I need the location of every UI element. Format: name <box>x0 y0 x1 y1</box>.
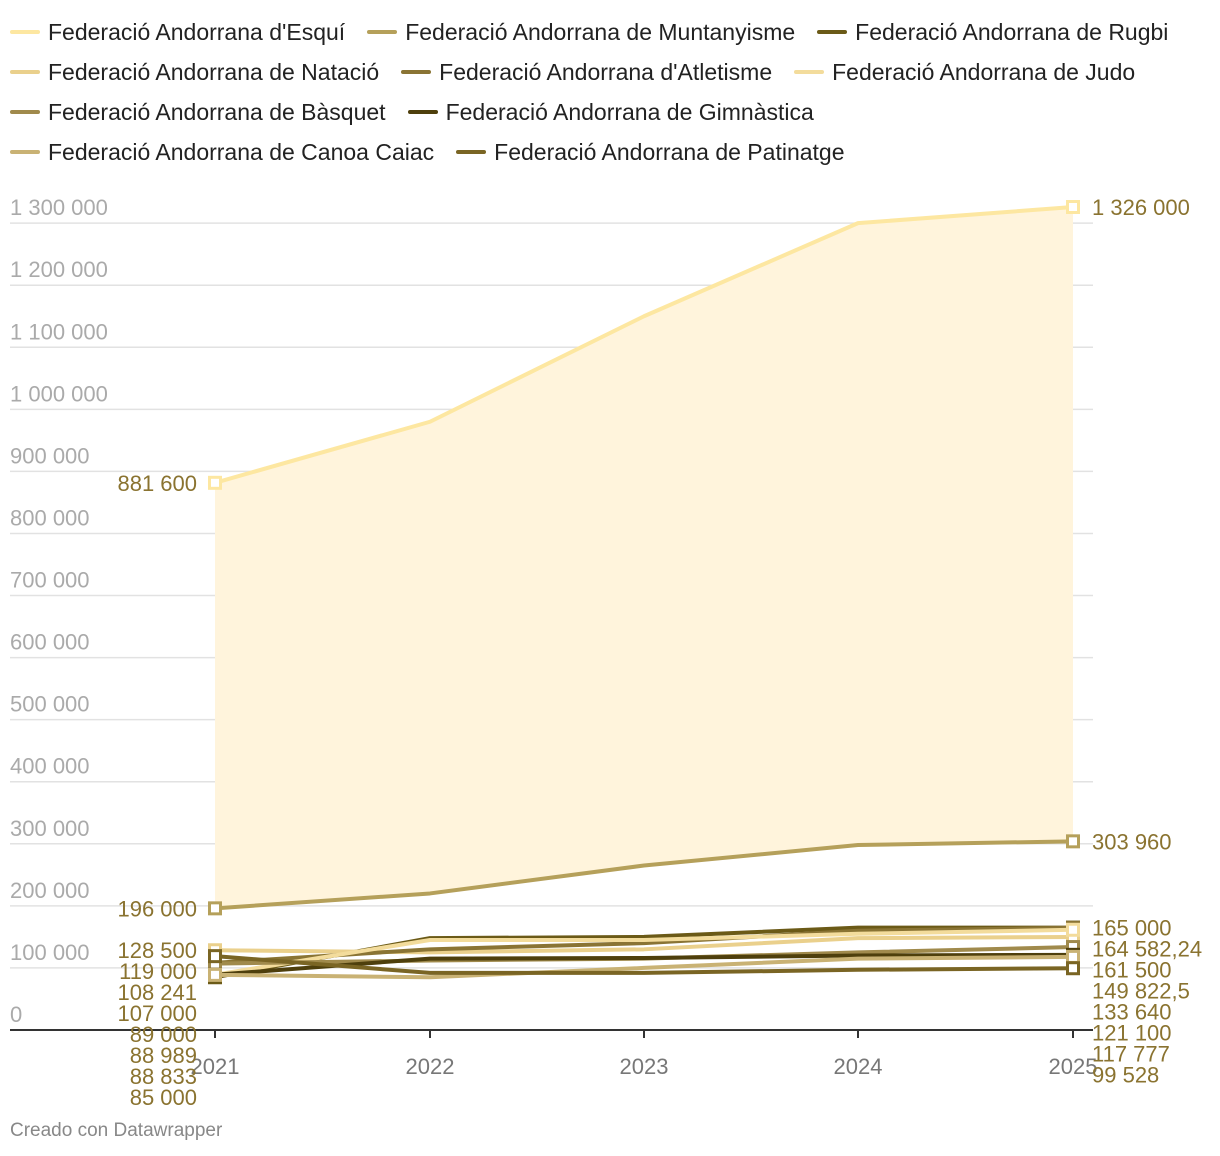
series-line <box>213 927 1075 977</box>
end-value-label: 161 500 <box>1092 958 1172 983</box>
y-tick-label: 100 000 <box>10 940 90 965</box>
y-tick-label: 300 000 <box>10 816 90 841</box>
legend-swatch <box>10 69 40 74</box>
legend-swatch <box>407 109 438 114</box>
series-line <box>213 954 1075 975</box>
start-value-label: 88 833 <box>130 1064 197 1089</box>
credit-footer: Creado con Datawrapper <box>10 1120 223 1141</box>
start-value-label: 196 000 <box>117 896 197 921</box>
series-line <box>213 205 1075 485</box>
legend-label: Federació Andorrana de Judo <box>832 59 1136 85</box>
legend-item: Federació Andorrana de Canoa Caiac <box>10 132 434 172</box>
data-point <box>208 949 222 964</box>
legend-item: Federació Andorrana de Patinatge <box>456 132 845 172</box>
end-value-label: 303 960 <box>1092 829 1172 854</box>
data-point <box>1066 200 1080 214</box>
data-point <box>208 475 222 490</box>
legend-label: Federació Andorrana de Bàsquet <box>48 99 386 125</box>
legend-item: Federació Andorrana de Bàsquet <box>10 92 386 132</box>
y-tick-label: 700 000 <box>10 568 90 593</box>
start-value-label: 107 000 <box>117 1001 197 1026</box>
legend-swatch <box>401 69 432 74</box>
legend-label: Federació Andorrana de Gimnàstica <box>445 99 814 125</box>
legend-item: Federació Andorrana d'Esquí <box>10 12 345 52</box>
start-value-label: 85 000 <box>130 1085 197 1110</box>
legend-swatch <box>367 29 398 34</box>
legend-label: Federació Andorrana de Rugbi <box>855 19 1169 45</box>
end-value-label: 164 582,24 <box>1092 937 1202 962</box>
legend-swatch <box>10 149 40 154</box>
start-value-label: 119 000 <box>119 959 197 984</box>
legend-swatch <box>10 109 40 114</box>
y-tick-label: 200 000 <box>10 878 90 903</box>
legend-item: Federació Andorrana de Natació <box>10 52 379 92</box>
y-tick-label: 0 <box>10 1002 22 1027</box>
data-point <box>1066 834 1080 849</box>
legend-swatch <box>10 29 40 34</box>
chart-legend: Federació Andorrana d'Esquí Federació And… <box>10 12 1205 172</box>
legend-swatch <box>456 149 487 154</box>
y-tick-label: 400 000 <box>10 754 90 779</box>
shaded-area <box>215 207 1073 909</box>
series-line <box>213 925 1075 965</box>
x-tick-label: 2022 <box>406 1054 455 1079</box>
legend-item: Federació Andorrana de Gimnàstica <box>407 92 814 132</box>
y-tick-label: 900 000 <box>10 443 90 468</box>
end-value-label: 149 822,5 <box>1092 979 1190 1004</box>
y-tick-label: 1 000 000 <box>10 381 108 406</box>
legend-item: Federació Andorrana de Rugbi <box>817 12 1168 52</box>
y-tick-label: 1 100 000 <box>10 319 108 344</box>
start-value-label: 89 000 <box>130 1022 197 1047</box>
x-tick-label: 2024 <box>834 1054 883 1079</box>
y-tick-label: 1 300 000 <box>10 195 108 220</box>
data-point <box>208 901 222 916</box>
legend-item: Federació Andorrana d'Atletisme <box>401 52 772 92</box>
y-tick-label: 600 000 <box>10 630 90 655</box>
series-line <box>213 954 1075 980</box>
x-tick-label: 2025 <box>1049 1054 1098 1079</box>
data-point <box>1066 961 1080 976</box>
legend-item: Federació Andorrana de Muntanyisme <box>367 12 795 52</box>
start-value-label: 88 989 <box>130 1043 197 1068</box>
x-tick-label: 2021 <box>191 1054 240 1079</box>
legend-swatch <box>817 29 848 34</box>
y-tick-label: 800 000 <box>10 505 90 530</box>
x-tick-label: 2023 <box>620 1054 669 1079</box>
legend-item: Federació Andorrana de Judo <box>794 52 1135 92</box>
data-point <box>1066 922 1080 937</box>
legend-label: Federació Andorrana de Canoa Caiac <box>48 139 435 165</box>
data-point <box>208 967 222 982</box>
series-line <box>213 952 1075 977</box>
end-value-label: 1 326 000 <box>1092 195 1190 220</box>
end-value-label: 117 777 <box>1092 1042 1170 1067</box>
data-point <box>1066 949 1080 964</box>
end-value-label: 165 000 <box>1092 916 1172 941</box>
start-value-label: 881 600 <box>117 471 197 496</box>
start-value-label: 128 500 <box>117 938 197 963</box>
legend-swatch <box>794 69 825 74</box>
end-value-label: 133 640 <box>1092 1000 1172 1025</box>
series-line <box>213 839 1075 911</box>
legend-label: Federació Andorrana d'Esquí <box>48 19 346 45</box>
start-value-label: 108 241 <box>117 980 197 1005</box>
legend-label: Federació Andorrana de Natació <box>48 59 380 85</box>
y-tick-label: 500 000 <box>10 692 90 717</box>
legend-label: Federació Andorrana de Muntanyisme <box>405 19 796 45</box>
legend-label: Federació Andorrana d'Atletisme <box>439 59 773 85</box>
end-value-label: 121 100 <box>1092 1021 1172 1046</box>
legend-label: Federació Andorrana de Patinatge <box>494 139 845 165</box>
end-value-label: 99 528 <box>1092 1063 1159 1088</box>
y-tick-label: 1 200 000 <box>10 257 108 282</box>
